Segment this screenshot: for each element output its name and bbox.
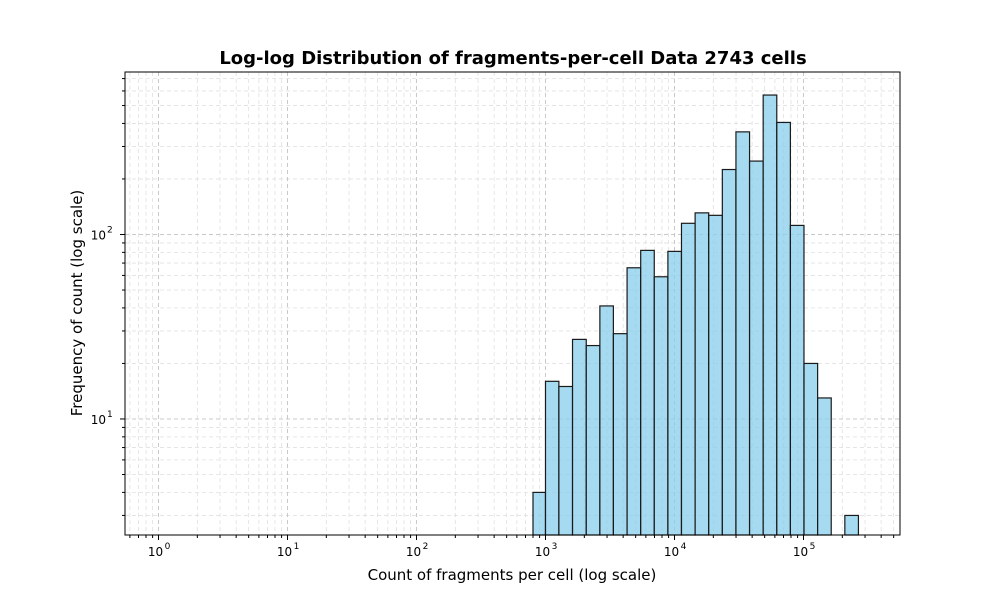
y-tick-label-exponent: 2 bbox=[107, 225, 113, 235]
x-tick-label-exponent: 3 bbox=[552, 542, 558, 552]
x-tick-label: 10 bbox=[277, 545, 292, 559]
x-tick-label-exponent: 2 bbox=[423, 542, 429, 552]
histogram-bar bbox=[585, 344, 601, 536]
histogram-bar bbox=[721, 168, 737, 536]
y-tick-label: 10 bbox=[91, 413, 106, 427]
histogram-bars bbox=[532, 94, 860, 536]
y-tick-label-exponent: 1 bbox=[107, 410, 113, 420]
chart-title: Log-log Distribution of fragments-per-ce… bbox=[219, 48, 806, 69]
histogram-bar bbox=[694, 212, 710, 536]
x-tick-label: 10 bbox=[148, 545, 163, 559]
histogram-bar bbox=[612, 333, 628, 536]
histogram-bar bbox=[789, 224, 805, 536]
histogram-bar bbox=[640, 249, 655, 536]
histogram-bar bbox=[626, 267, 642, 536]
plot-area-frame bbox=[124, 71, 901, 536]
histogram-bar bbox=[762, 94, 778, 536]
histogram-bar bbox=[735, 131, 751, 536]
histogram-bar bbox=[817, 397, 832, 536]
y-axis-label: Frequency of count (log scale) bbox=[68, 190, 86, 417]
histogram-bar bbox=[558, 385, 574, 536]
x-tick-label: 10 bbox=[793, 545, 808, 559]
x-tick-label: 10 bbox=[664, 545, 679, 559]
x-tick-label: 10 bbox=[406, 545, 421, 559]
histogram-bar bbox=[748, 160, 764, 536]
x-tick-label: 10 bbox=[535, 545, 550, 559]
x-tick-label-exponent: 0 bbox=[165, 542, 171, 552]
histogram-bar bbox=[803, 362, 819, 536]
histogram-bar bbox=[544, 380, 560, 536]
x-tick-label-exponent: 4 bbox=[681, 542, 687, 552]
histogram-bar bbox=[599, 305, 614, 536]
histogram-bar bbox=[844, 514, 860, 536]
histogram-bar bbox=[571, 338, 587, 536]
histogram-bar bbox=[653, 276, 669, 536]
histogram-bar bbox=[680, 222, 696, 536]
x-tick-label-exponent: 5 bbox=[810, 542, 816, 552]
x-axis-ticks: 10 0 10 1 10 2 10 3 10 4 10 5 bbox=[129, 535, 895, 559]
histogram-bar bbox=[708, 214, 723, 536]
x-axis-label: Count of fragments per cell (log scale) bbox=[368, 566, 657, 584]
histogram-bar bbox=[532, 491, 547, 536]
histogram-bar bbox=[776, 121, 791, 536]
histogram-bar bbox=[667, 250, 683, 536]
y-tick-label: 10 bbox=[91, 228, 106, 242]
x-tick-label-exponent: 1 bbox=[294, 542, 300, 552]
